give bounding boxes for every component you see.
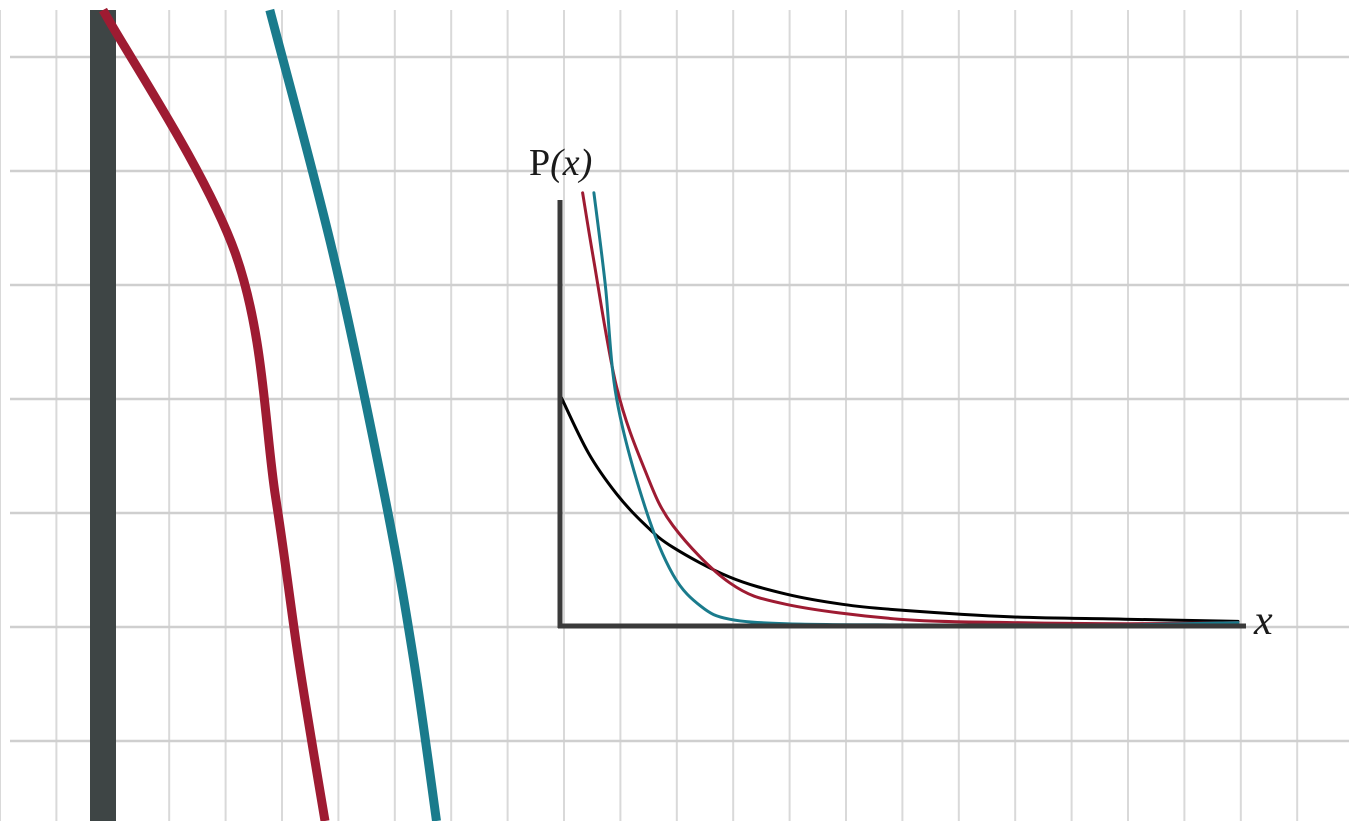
zoomed-series-line-2 [265,8,441,821]
series-line-2 [592,191,1240,627]
series-line-0 [558,393,1240,623]
axes-group [557,200,1246,629]
x-axis-label: x [1253,598,1273,644]
distribution-series-group [558,191,1240,627]
y-axis-label-prefix: P [529,142,550,184]
y-axis-label: P(x) [529,142,592,184]
y-axis-label-var: (x) [550,142,592,184]
zoomed-series-group [89,7,441,821]
zoomed-series-line-1 [99,7,330,821]
grid-lines [0,10,1349,821]
series-line-1 [581,191,1240,626]
